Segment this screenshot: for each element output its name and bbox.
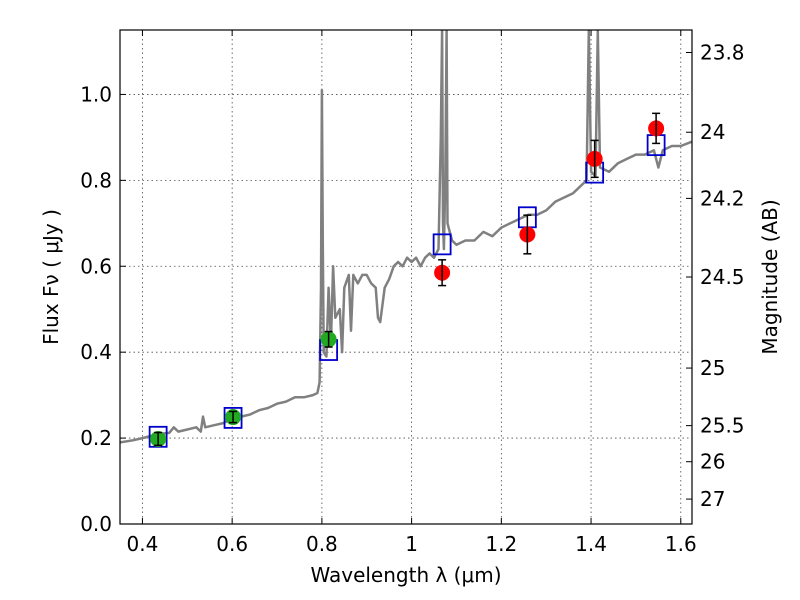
ticks: 0.4 0.6 0.8 1 1.2 1.4 1.6 0.0 0.2 0.4 0.6 0.8 1.0 23.… bbox=[80, 30, 745, 556]
near-infrared-photometry-error-bar bbox=[652, 112, 661, 145]
optical-photometry-error-bar bbox=[324, 330, 333, 348]
y2-tick-label: 24.5 bbox=[700, 265, 745, 289]
y2-tick-label: 25.5 bbox=[700, 414, 745, 438]
x-tick-label: 1.2 bbox=[485, 532, 517, 556]
x-tick-label: 1.6 bbox=[665, 532, 697, 556]
y2-axis-title: Magnitude (AB) bbox=[758, 199, 782, 354]
model-photometry-marker bbox=[432, 233, 452, 256]
optical-photometry-error-bar bbox=[154, 431, 163, 447]
model-spectrum-line bbox=[120, 30, 692, 444]
x-tick-label: 1 bbox=[405, 532, 418, 556]
plot-background bbox=[120, 30, 692, 524]
model-photometry-marker bbox=[223, 406, 243, 429]
x-tick-label: 0.4 bbox=[127, 532, 159, 556]
y2-tick-label: 24 bbox=[700, 120, 725, 144]
y-tick-label: 0.2 bbox=[80, 426, 112, 450]
y2-tick-label: 25 bbox=[700, 356, 725, 380]
y-tick-label: 0.8 bbox=[80, 168, 112, 192]
near-infrared-photometry-error-bar bbox=[523, 214, 532, 255]
y-tick-label: 1.0 bbox=[80, 82, 112, 106]
y2-tick-label: 27 bbox=[700, 487, 725, 511]
x-axis-title: Wavelength λ (μm) bbox=[310, 563, 501, 587]
y2-tick-label: 24.2 bbox=[700, 186, 745, 210]
near-infrared-photometry-error-bar bbox=[590, 139, 599, 179]
y-axis-title: Flux Fν ( μJy ) bbox=[39, 209, 63, 345]
y-tick-label: 0.6 bbox=[80, 254, 112, 278]
series-layer bbox=[120, 30, 692, 444]
optical-photometry-error-bar bbox=[229, 410, 238, 424]
y-tick-label: 0.0 bbox=[80, 512, 112, 536]
y-tick-label: 0.4 bbox=[80, 340, 112, 364]
y2-tick-label: 23.8 bbox=[700, 41, 745, 65]
marker-layer bbox=[148, 112, 666, 448]
near-infrared-photometry-error-bar bbox=[438, 259, 447, 287]
y2-tick-label: 26 bbox=[700, 450, 725, 474]
x-tick-label: 0.8 bbox=[306, 532, 338, 556]
x-tick-label: 0.6 bbox=[216, 532, 248, 556]
x-tick-label: 1.4 bbox=[575, 532, 607, 556]
